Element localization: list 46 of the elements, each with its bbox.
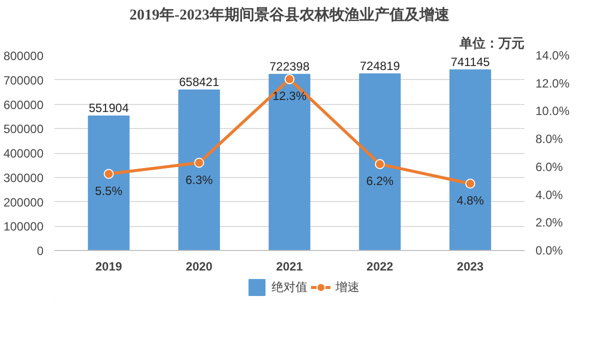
- point: [374, 159, 385, 170]
- y-tick-label: 0: [36, 244, 44, 258]
- y2-tick-label: 6.0%: [536, 160, 564, 174]
- data-label: 658421: [179, 75, 220, 90]
- data-label: 12.3%: [272, 89, 307, 104]
- bar: [268, 74, 310, 250]
- data-label: 6.2%: [366, 174, 394, 188]
- bar: [449, 69, 492, 250]
- data-label: 4.8%: [456, 194, 484, 208]
- bar: [359, 73, 401, 250]
- data-label: 724819: [360, 58, 400, 73]
- chart-title: 2019年-2023年期间景谷县农林牧渔业产值及增速: [130, 6, 450, 24]
- y2-tick-label: 4.0%: [536, 188, 564, 202]
- y-tick-label: 600000: [3, 98, 44, 112]
- data-label: 722398: [269, 59, 310, 74]
- y2-tick-label: 2.0%: [536, 216, 564, 230]
- data-label: 6.3%: [185, 172, 214, 187]
- y-tick-label: 400000: [3, 146, 44, 160]
- x-tick-label: 2022: [366, 260, 394, 274]
- x-tick-label: 2020: [186, 260, 213, 274]
- y2-tick-label: 10.0%: [536, 104, 570, 118]
- data-label: 5.5%: [95, 184, 123, 198]
- y-tick-label: 700000: [3, 73, 44, 88]
- y-tick-label: 200000: [3, 195, 44, 210]
- y-tick-label: 800000: [3, 49, 44, 63]
- legend-label: 绝对值: [272, 278, 308, 296]
- point: [104, 168, 114, 179]
- point: [194, 158, 204, 168]
- x-tick-label: 2023: [456, 260, 484, 274]
- chart-subtitle: 单位：万元: [458, 36, 524, 50]
- bar: [178, 90, 220, 250]
- y-tick-label: 500000: [3, 122, 44, 136]
- y2-tick-label: 14.0%: [536, 48, 570, 62]
- point: [465, 178, 476, 189]
- y-tick-label: 100000: [3, 220, 44, 234]
- point: [284, 74, 294, 84]
- y2-tick-label: 12.0%: [536, 76, 570, 90]
- legend-label: 增速: [336, 278, 360, 296]
- x-tick-label: 2019: [95, 260, 122, 274]
- bar: [88, 115, 130, 250]
- y2-tick-label: 0.0%: [536, 244, 564, 258]
- y-tick-label: 300000: [3, 170, 44, 185]
- data-label: 741145: [450, 54, 490, 69]
- x-tick-label: 2021: [276, 260, 304, 274]
- data-label: 551904: [88, 100, 130, 115]
- y2-tick-label: 8.0%: [536, 132, 564, 146]
